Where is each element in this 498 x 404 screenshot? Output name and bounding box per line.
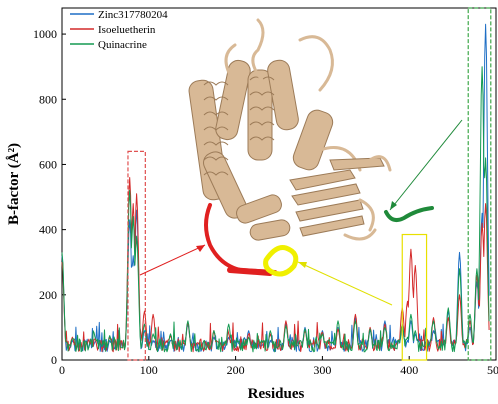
protein-structure-illustration: [188, 18, 434, 277]
x-tick-label: 0: [59, 363, 65, 377]
y-tick-label: 400: [39, 223, 57, 237]
legend-label-quinacrine: Quinacrine: [98, 39, 147, 51]
x-tick-label: 100: [140, 363, 158, 377]
x-axis-title: Residues: [248, 386, 305, 402]
highlight-box: [401, 233, 428, 361]
legend: Zinc317780204 Isoeluetherin Quinacrine: [70, 9, 168, 51]
legend-label-zinc: Zinc317780204: [98, 9, 168, 21]
y-tick-label: 600: [39, 157, 57, 171]
callout-arrows: [139, 119, 463, 306]
x-tick-label: 400: [400, 363, 418, 377]
series-line-zinc317780204: [61, 23, 490, 353]
y-tick-label: 1000: [33, 27, 57, 41]
y-tick-label: 800: [39, 92, 57, 106]
x-tick-label: 300: [313, 363, 331, 377]
legend-label-isoeluetherin: Isoeluetherin: [98, 24, 156, 36]
series-line-quinacrine: [61, 66, 490, 353]
highlight-box: [467, 7, 492, 361]
y-tick-label: 200: [39, 288, 57, 302]
y-axis-title: B-factor (Å²): [6, 143, 22, 225]
x-axis-ticks: 0 100 200 300 400 500: [59, 356, 498, 377]
x-tick-label: 500: [487, 363, 498, 377]
highlight-boxes: [127, 7, 492, 361]
x-tick-label: 200: [227, 363, 245, 377]
series-layer: [61, 23, 490, 353]
y-tick-label: 0: [51, 353, 57, 367]
y-axis-ticks: 0 200 400 600 800 1000: [33, 27, 66, 367]
highlight-box: [127, 150, 146, 361]
